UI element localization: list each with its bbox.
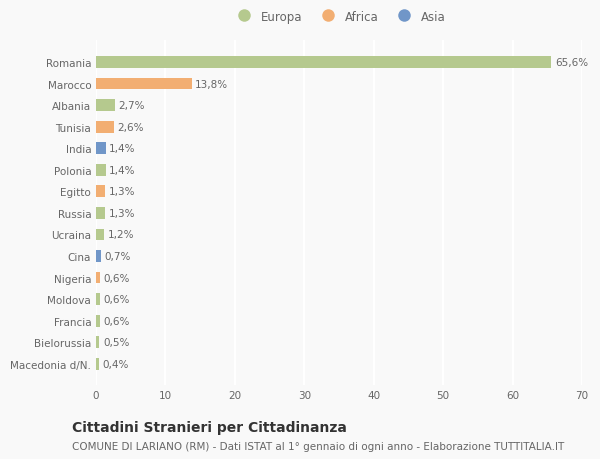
Text: 13,8%: 13,8%	[195, 79, 229, 90]
Text: 1,2%: 1,2%	[108, 230, 134, 240]
Text: 65,6%: 65,6%	[555, 58, 588, 68]
Bar	[96, 207, 105, 219]
Text: 0,4%: 0,4%	[102, 359, 128, 369]
Text: 2,7%: 2,7%	[118, 101, 145, 111]
Text: 0,6%: 0,6%	[104, 273, 130, 283]
Bar	[96, 100, 115, 112]
Text: 0,7%: 0,7%	[104, 252, 131, 262]
Text: COMUNE DI LARIANO (RM) - Dati ISTAT al 1° gennaio di ogni anno - Elaborazione TU: COMUNE DI LARIANO (RM) - Dati ISTAT al 1…	[72, 441, 564, 451]
Text: 1,4%: 1,4%	[109, 144, 136, 154]
Bar	[96, 229, 104, 241]
Bar	[96, 57, 551, 69]
Bar	[96, 186, 105, 198]
Bar	[96, 78, 192, 90]
Bar	[96, 315, 100, 327]
Text: 0,6%: 0,6%	[104, 316, 130, 326]
Text: 1,3%: 1,3%	[109, 187, 135, 197]
Bar	[96, 272, 100, 284]
Legend: Europa, Africa, Asia: Europa, Africa, Asia	[227, 6, 451, 28]
Bar	[96, 122, 114, 133]
Text: 2,6%: 2,6%	[118, 123, 144, 132]
Bar	[96, 336, 100, 348]
Text: 0,6%: 0,6%	[104, 295, 130, 304]
Text: 1,3%: 1,3%	[109, 208, 135, 218]
Bar	[96, 143, 106, 155]
Text: Cittadini Stranieri per Cittadinanza: Cittadini Stranieri per Cittadinanza	[72, 420, 347, 434]
Bar	[96, 251, 101, 263]
Bar	[96, 294, 100, 305]
Text: 0,5%: 0,5%	[103, 337, 130, 347]
Text: 1,4%: 1,4%	[109, 165, 136, 175]
Bar	[96, 358, 99, 370]
Bar	[96, 164, 106, 176]
